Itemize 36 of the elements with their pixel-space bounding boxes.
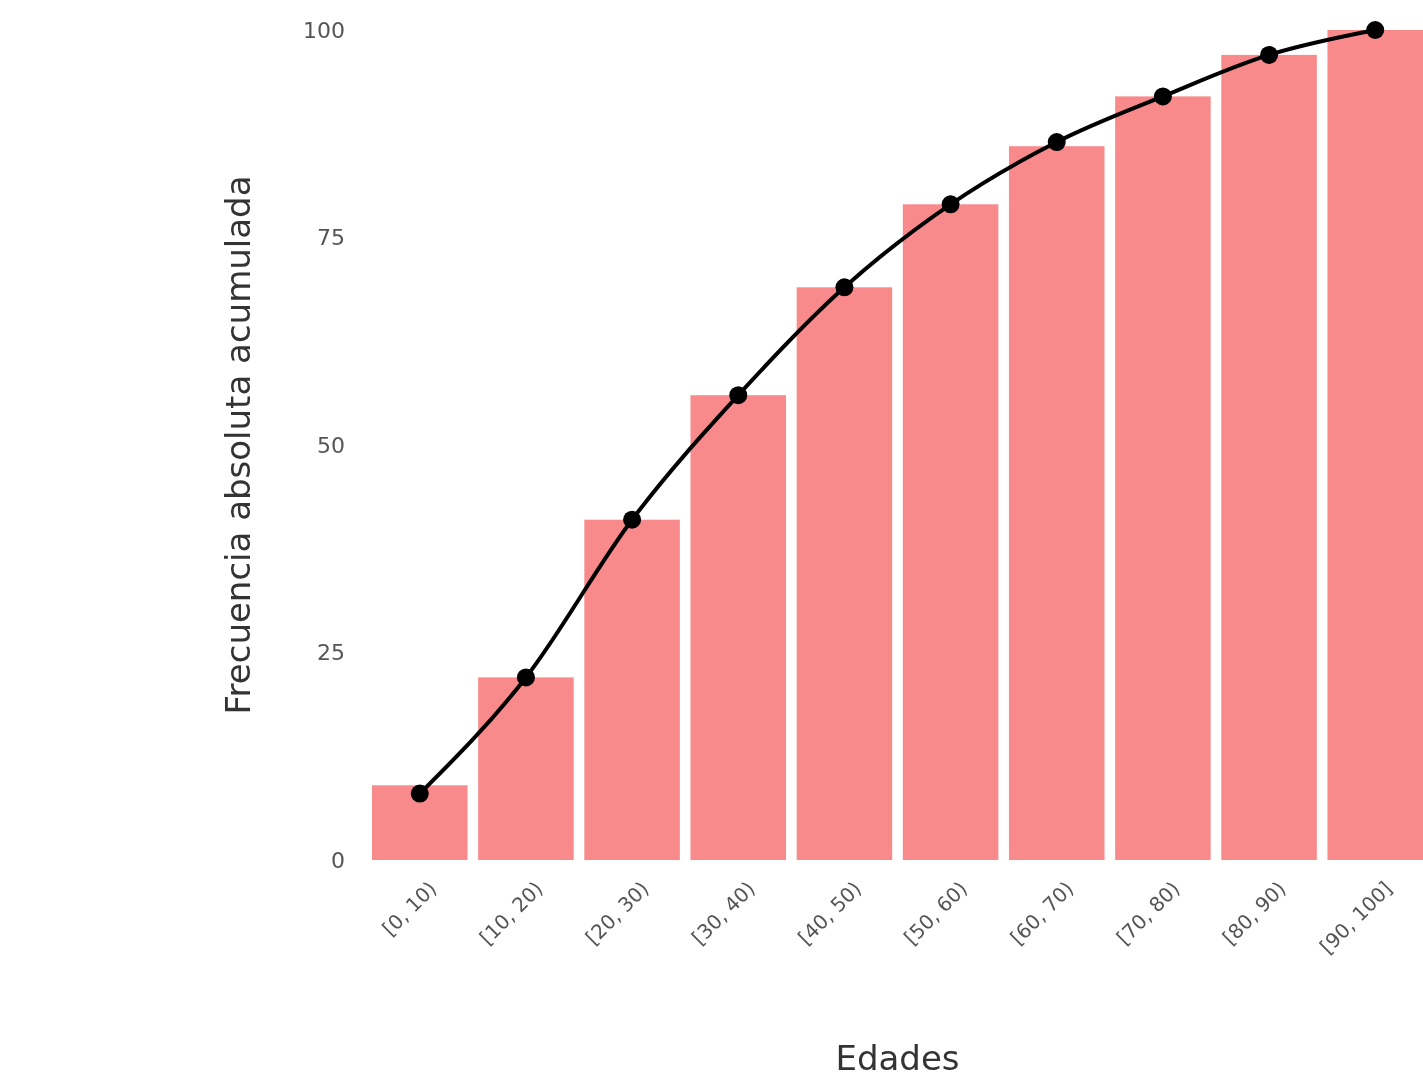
bar	[584, 519, 680, 860]
x-tick-label: [80, 90)	[1217, 876, 1291, 950]
point	[623, 510, 642, 529]
x-tick-label: [70, 80)	[1111, 876, 1185, 950]
point	[1366, 21, 1385, 39]
y-axis-title: Frecuencia absoluta acumulada	[218, 175, 258, 715]
point	[516, 668, 535, 687]
point	[410, 784, 429, 803]
bar	[690, 395, 787, 860]
x-tick-label: [20, 30)	[580, 876, 654, 950]
y-tick-label: 100	[303, 17, 345, 43]
point	[1260, 45, 1279, 64]
x-tick-label: [10, 20)	[474, 876, 548, 950]
bar	[372, 785, 468, 860]
point	[941, 195, 960, 214]
point	[729, 386, 748, 405]
bar	[478, 677, 574, 860]
y-tick-label: 75	[317, 225, 345, 251]
bar	[1327, 30, 1423, 860]
bar	[902, 204, 999, 860]
y-tick-label: 25	[317, 640, 345, 666]
bar	[1008, 146, 1105, 860]
x-tick-label: [40, 50)	[792, 876, 866, 950]
point	[835, 278, 854, 297]
x-tick-label: [50, 60)	[899, 876, 973, 950]
point	[1153, 87, 1172, 106]
y-tick-label: 50	[317, 432, 345, 458]
x-axis-title: Edades	[835, 1038, 960, 1078]
x-tick-label: [60, 70)	[1005, 876, 1079, 950]
bar	[796, 287, 893, 860]
bar	[1221, 54, 1317, 860]
point	[1047, 133, 1066, 152]
bar	[1115, 96, 1211, 860]
y-tick-label: 0	[331, 847, 345, 873]
x-tick-label: [0, 10)	[377, 876, 442, 941]
x-tick-label: [30, 40)	[686, 876, 760, 950]
